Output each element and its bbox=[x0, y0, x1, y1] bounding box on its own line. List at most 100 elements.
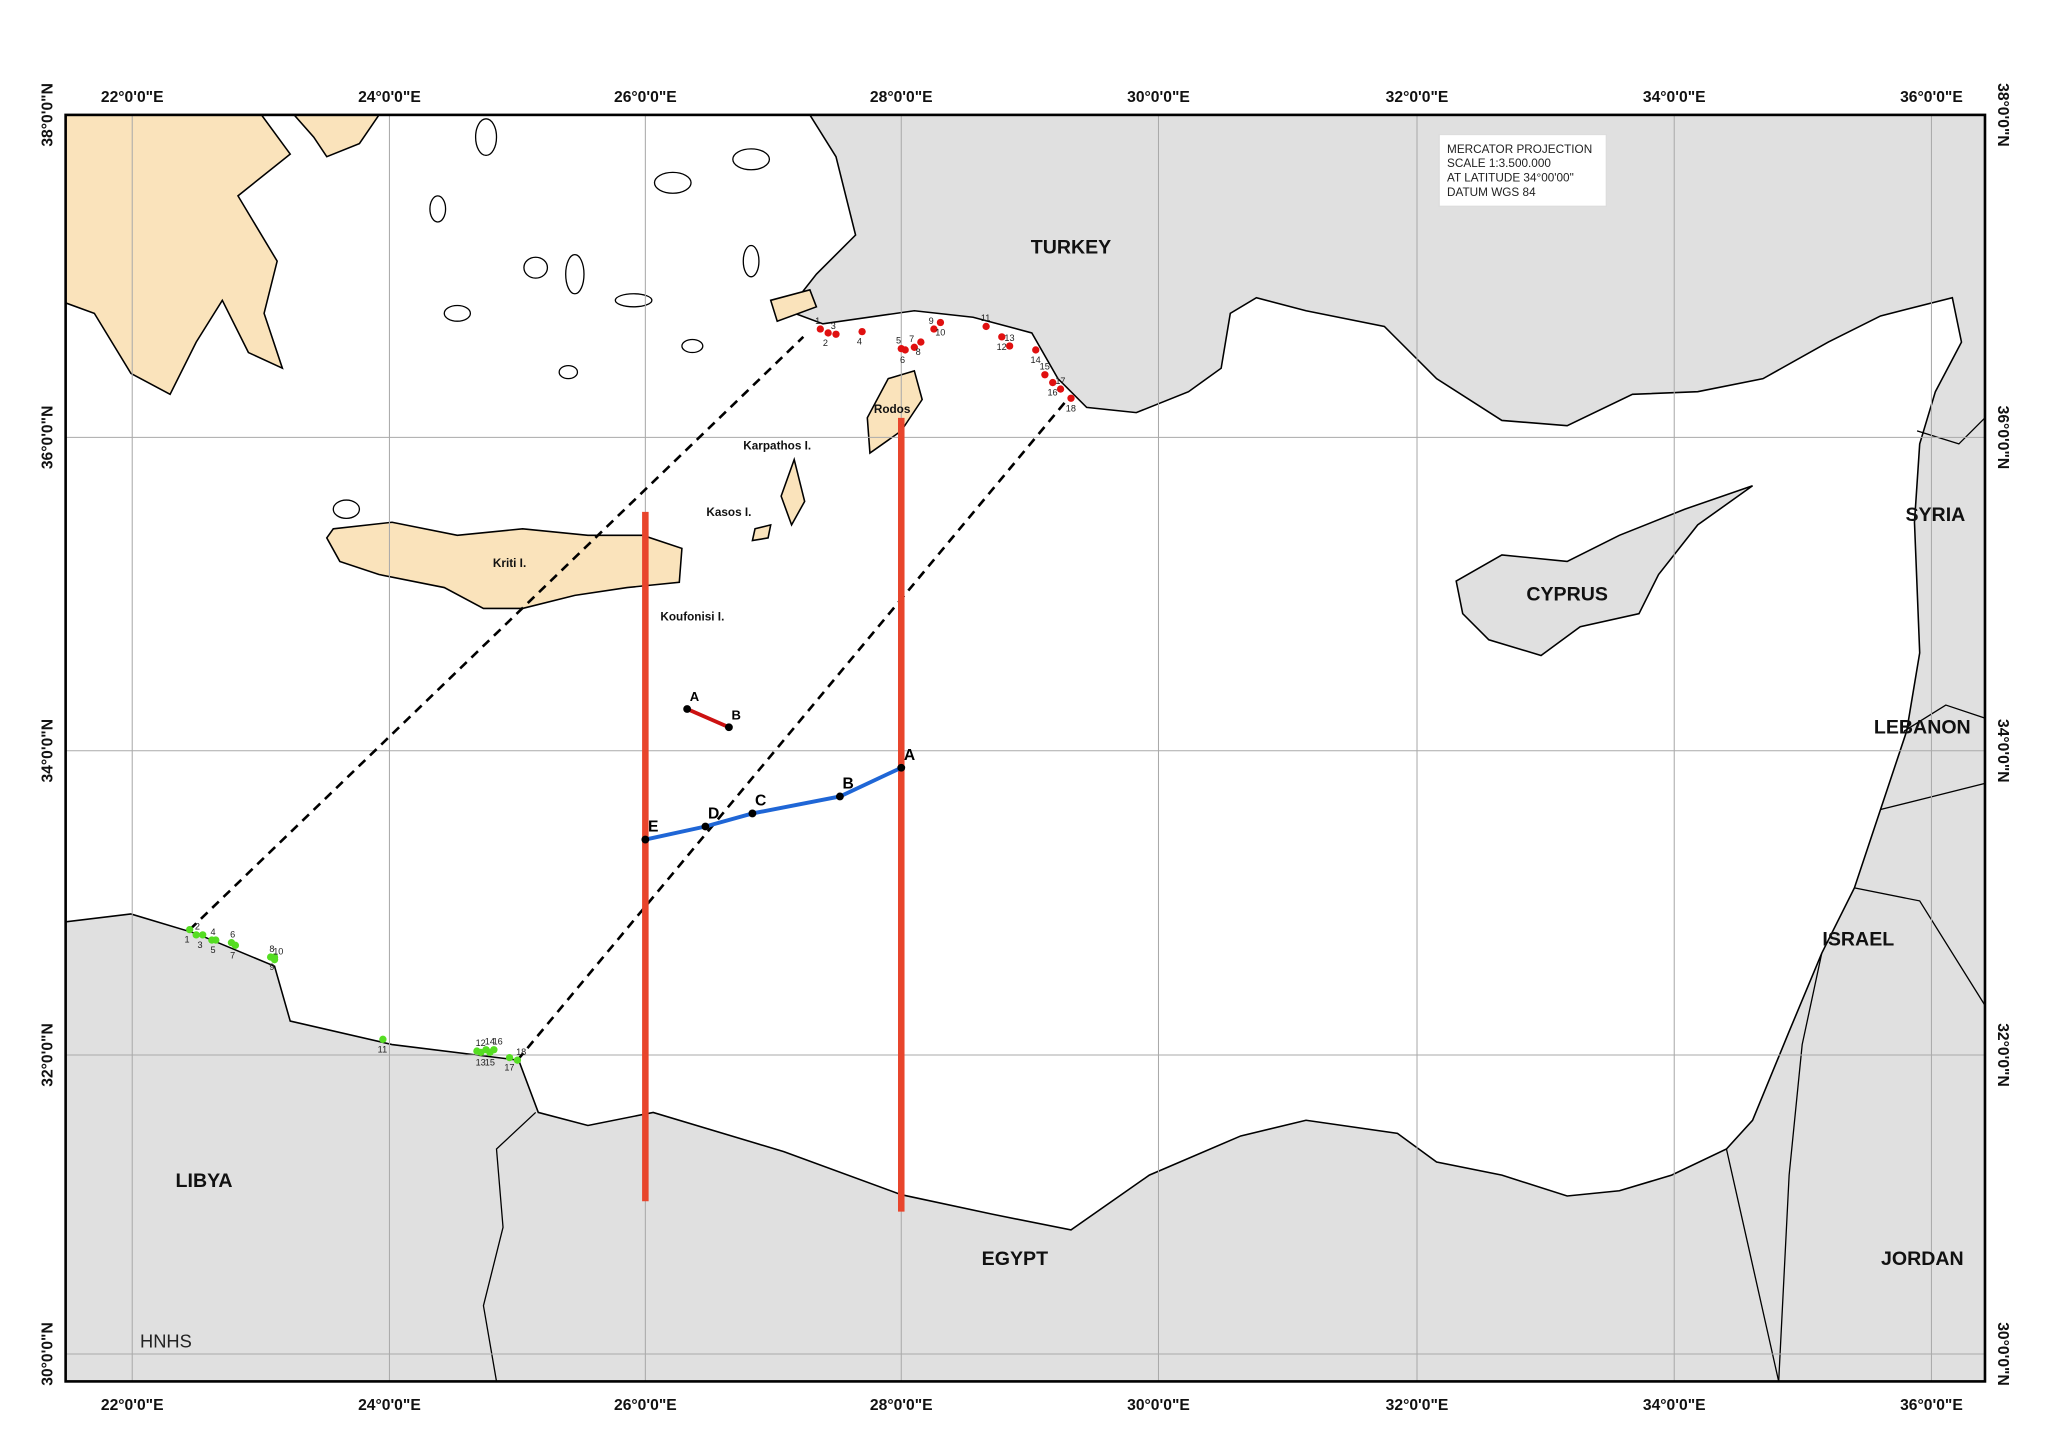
dashed-line bbox=[516, 397, 1070, 1062]
peloponnese bbox=[64, 114, 292, 396]
island-label: Karpathos I. bbox=[743, 440, 811, 453]
island-label: Koufonisi I. bbox=[660, 611, 724, 624]
border bbox=[1778, 953, 1823, 1382]
libya-basepoint-label: 15 bbox=[485, 1057, 495, 1067]
lat-label: 32°0'0"N bbox=[40, 1023, 57, 1087]
lon-label: 24°0'0"E bbox=[358, 1397, 421, 1414]
turkey-basepoint-label: 18 bbox=[1066, 403, 1076, 413]
lon-label: 26°0'0"E bbox=[614, 89, 677, 106]
island bbox=[742, 244, 760, 278]
turkey-basepoint-label: 14 bbox=[1031, 355, 1041, 365]
border bbox=[1725, 1148, 1780, 1382]
map-frame bbox=[64, 113, 1987, 1383]
lon-label: 34°0'0"E bbox=[1643, 1397, 1706, 1414]
lat-label: 32°0'0"N bbox=[1994, 1023, 2011, 1087]
segment-point-label: A bbox=[690, 689, 700, 704]
island bbox=[653, 171, 692, 194]
lat-label: 30°0'0"N bbox=[1994, 1322, 2011, 1386]
country-label: LEBANON bbox=[1874, 717, 1971, 739]
lon-label: 22°0'0"E bbox=[101, 1397, 164, 1414]
turkey-basepoint bbox=[1056, 385, 1065, 393]
lat-label: 38°0'0"N bbox=[1994, 83, 2011, 147]
turkey-basepoint-label: 5 bbox=[896, 335, 901, 345]
projection-note: AT LATITUDE 34°00'00" bbox=[1447, 171, 1574, 184]
median-point bbox=[835, 792, 844, 801]
turkey-basepoint bbox=[1005, 342, 1014, 350]
turkey-basepoint-label: 7 bbox=[909, 334, 914, 344]
libya-basepoint bbox=[270, 956, 279, 964]
turkey-basepoint bbox=[901, 346, 909, 354]
kos bbox=[769, 288, 818, 323]
lat-label: 36°0'0"N bbox=[40, 406, 57, 470]
lon-label: 22°0'0"E bbox=[101, 89, 164, 106]
median-point-label: E bbox=[648, 819, 658, 836]
mainland bbox=[64, 114, 1986, 1383]
turkey-basepoint bbox=[917, 338, 925, 346]
country-label: JORDAN bbox=[1881, 1248, 1964, 1270]
segment-point-label: B bbox=[732, 707, 741, 722]
island bbox=[614, 293, 653, 308]
turkey-basepoint bbox=[936, 318, 945, 327]
lat-label: 38°0'0"N bbox=[40, 83, 57, 147]
turkey-basepoint bbox=[816, 325, 824, 333]
libya-basepoint-label: 6 bbox=[230, 929, 235, 939]
country-label: ISRAEL bbox=[1822, 928, 1894, 950]
libya-basepoint-label: 14 bbox=[485, 1037, 495, 1047]
turkey-basepoint-label: 8 bbox=[916, 347, 921, 357]
lon-label: 28°0'0"E bbox=[870, 89, 933, 106]
border bbox=[1854, 887, 1986, 1006]
turkey-basepoint bbox=[1067, 394, 1075, 402]
libya-basepoint-label: 16 bbox=[493, 1037, 503, 1047]
median-point bbox=[641, 835, 650, 844]
turkey-basepoint bbox=[998, 333, 1006, 341]
libya-basepoint-label: 10 bbox=[273, 946, 283, 956]
libya-basepoint-label: 11 bbox=[378, 1044, 387, 1054]
credit: HNHS bbox=[140, 1330, 192, 1351]
turkey-basepoint bbox=[910, 343, 918, 351]
median-point-label: B bbox=[843, 776, 854, 793]
libya-basepoint bbox=[186, 925, 194, 934]
turkey-basepoint bbox=[1041, 371, 1049, 379]
segment-point bbox=[683, 705, 692, 713]
crete bbox=[325, 521, 683, 610]
lon-label: 30°0'0"E bbox=[1127, 89, 1190, 106]
kasos bbox=[751, 523, 772, 542]
border bbox=[1903, 704, 1986, 732]
turkey-basepoint-label: 12 bbox=[997, 342, 1007, 352]
libya-basepoint-label: 13 bbox=[476, 1057, 486, 1067]
segment-point bbox=[724, 723, 733, 732]
land bbox=[64, 114, 1986, 1383]
libya-basepoint-label: 4 bbox=[211, 927, 216, 937]
turkey-basepoint-label: 17 bbox=[1055, 376, 1065, 386]
lon-label: 36°0'0"E bbox=[1900, 89, 1963, 106]
lat-label: 30°0'0"N bbox=[40, 1322, 57, 1386]
libya-basepoint-label: 8 bbox=[269, 944, 274, 954]
lon-label: 28°0'0"E bbox=[870, 1397, 933, 1414]
libya-basepoint bbox=[505, 1053, 514, 1062]
island bbox=[558, 364, 579, 380]
country-label: CYPRUS bbox=[1526, 584, 1608, 606]
lon-label: 32°0'0"E bbox=[1386, 1397, 1449, 1414]
turkey-basepoint-label: 9 bbox=[929, 316, 934, 326]
median-point bbox=[748, 809, 757, 818]
lon-label: 34°0'0"E bbox=[1643, 89, 1706, 106]
country-label: SYRIA bbox=[1905, 504, 1965, 526]
lat-label: 36°0'0"N bbox=[1994, 406, 2011, 470]
turkey-basepoint-label: 4 bbox=[857, 337, 862, 347]
island bbox=[681, 338, 704, 354]
country-label: TURKEY bbox=[1031, 236, 1112, 258]
turkey-basepoint-label: 15 bbox=[1040, 362, 1050, 372]
libya-basepoint-label: 9 bbox=[269, 962, 274, 972]
median-point-label: D bbox=[708, 806, 719, 823]
libya-basepoint-label: 3 bbox=[198, 940, 203, 950]
libya-basepoint bbox=[231, 941, 240, 949]
lon-label: 24°0'0"E bbox=[358, 89, 421, 106]
island bbox=[429, 195, 447, 223]
island bbox=[474, 118, 498, 157]
country-label: LIBYA bbox=[176, 1170, 233, 1192]
country-label: EGYPT bbox=[982, 1248, 1048, 1270]
median-point bbox=[701, 822, 710, 831]
turkey-basepoint bbox=[982, 322, 990, 331]
turkey-basepoint-label: 13 bbox=[1004, 333, 1014, 343]
